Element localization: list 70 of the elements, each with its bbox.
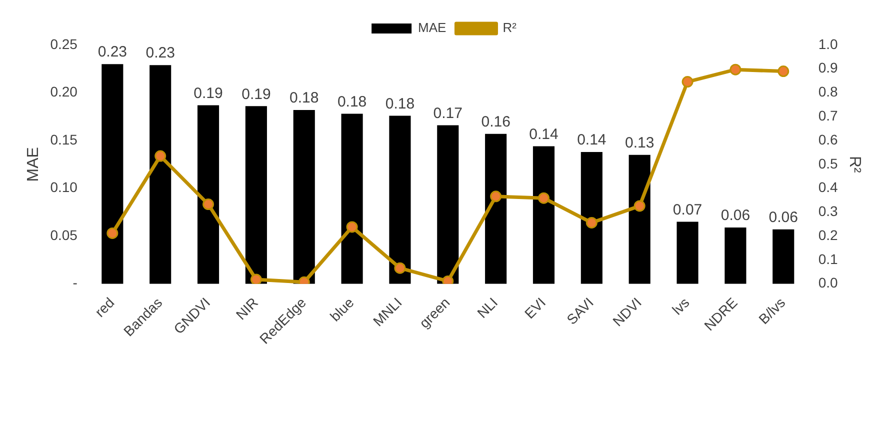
y2-tick-label: 0.0 bbox=[818, 274, 838, 291]
y2-tick-label: 0.9 bbox=[818, 60, 838, 76]
data-label: 0.23 bbox=[98, 44, 128, 61]
y2-tick-label: 0.8 bbox=[818, 84, 838, 100]
y2-tick-label: 0.3 bbox=[818, 203, 838, 220]
data-label: 0.07 bbox=[672, 201, 702, 218]
data-label: 0.18 bbox=[290, 90, 319, 107]
point bbox=[730, 64, 742, 76]
point bbox=[202, 198, 214, 210]
data-label: 0.14 bbox=[529, 126, 558, 143]
data-label: 0.23 bbox=[146, 44, 175, 62]
x-tick-label: lvs bbox=[668, 294, 692, 318]
x-tick-label: red bbox=[92, 294, 118, 320]
bar bbox=[150, 65, 172, 284]
data-label: 0.13 bbox=[624, 134, 654, 152]
bar bbox=[628, 154, 650, 284]
bar bbox=[389, 116, 411, 284]
bar bbox=[772, 229, 794, 284]
y2-tick-label: 0.1 bbox=[818, 250, 838, 267]
x-tick-label: blue bbox=[326, 294, 358, 324]
bar bbox=[724, 227, 746, 284]
y-tick-label: 0.15 bbox=[50, 131, 78, 148]
legend-label: MAE bbox=[418, 20, 447, 36]
y-axis-title: MAE bbox=[25, 147, 42, 182]
y2-tick-label: 0.6 bbox=[818, 131, 838, 148]
bar bbox=[485, 134, 507, 284]
point bbox=[490, 190, 502, 202]
point bbox=[682, 76, 694, 88]
bar bbox=[293, 110, 315, 284]
data-label: 0.18 bbox=[385, 95, 415, 112]
point bbox=[538, 192, 550, 204]
data-label: 0.14 bbox=[577, 132, 606, 149]
bar bbox=[197, 105, 220, 284]
y-tick-label: - bbox=[72, 274, 78, 291]
y-tick-label: 0.10 bbox=[50, 179, 78, 196]
y-tick-label: 0.05 bbox=[50, 226, 78, 243]
data-label: 0.06 bbox=[720, 207, 750, 224]
bar bbox=[341, 114, 363, 284]
y2-tick-label: 0.7 bbox=[818, 108, 838, 124]
data-label: 0.17 bbox=[433, 104, 462, 122]
x-tick-label: EVI bbox=[521, 294, 549, 322]
point bbox=[778, 66, 790, 78]
point bbox=[106, 227, 118, 239]
y2-tick-label: 0.2 bbox=[818, 226, 838, 243]
bar bbox=[102, 64, 124, 284]
data-label: 0.18 bbox=[337, 93, 367, 110]
bar bbox=[532, 146, 555, 284]
y-tick-label: 0.20 bbox=[50, 84, 78, 100]
x-tick-label: NLI bbox=[474, 294, 501, 322]
y2-axis-title: R² bbox=[846, 156, 863, 174]
data-label: 0.19 bbox=[194, 84, 223, 102]
bar bbox=[580, 152, 602, 284]
y-tick-label: 0.25 bbox=[50, 36, 78, 52]
point bbox=[250, 274, 262, 284]
y2-tick-label: 0.4 bbox=[818, 179, 838, 196]
point bbox=[154, 150, 166, 162]
point bbox=[346, 221, 358, 233]
y2-tick-label: 0.5 bbox=[818, 155, 838, 172]
data-label: 0.06 bbox=[768, 209, 798, 226]
point bbox=[394, 262, 406, 274]
data-label: 0.16 bbox=[481, 113, 510, 130]
bar bbox=[676, 222, 698, 284]
x-tick-label: NIR bbox=[232, 294, 262, 323]
bar bbox=[245, 106, 267, 284]
point bbox=[634, 200, 646, 212]
data-label: 0.19 bbox=[242, 86, 271, 103]
y2-tick-label: 1.0 bbox=[818, 36, 838, 52]
legend-label: R² bbox=[502, 20, 518, 36]
bar bbox=[437, 125, 459, 284]
point bbox=[586, 216, 598, 228]
